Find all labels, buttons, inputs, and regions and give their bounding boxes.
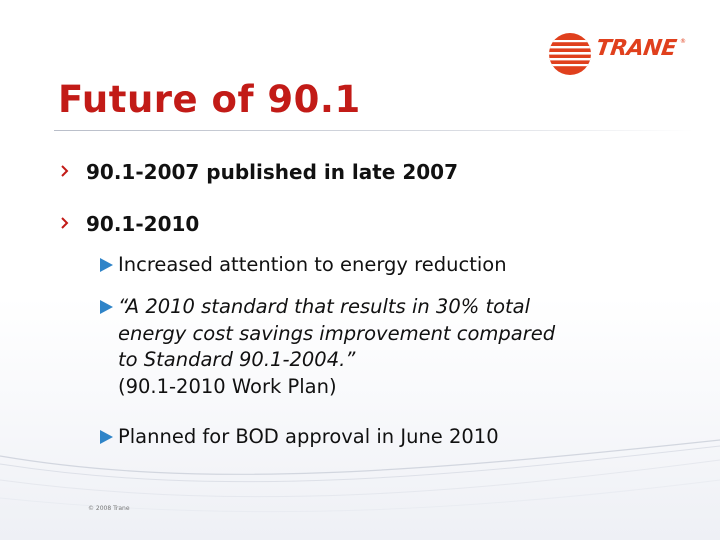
trane-logo-text: TRANE [594,36,678,61]
sub-bullet-text: Planned for BOD approval in June 2010 [118,425,499,448]
quote-line-1: “A 2010 standard that results in 30% tot… [118,295,531,318]
background-swoosh [0,439,720,513]
slide-title: Future of 90.1 [58,78,361,121]
triangle-bullet-icon [100,300,113,314]
bullet-icon [61,165,69,177]
sub-bullet-text: Increased attention to energy reduction [118,253,507,276]
title-divider [54,130,694,131]
triangle-bullet-icon [100,258,113,272]
bullet-text: 90.1-2007 published in late 2007 [86,160,459,184]
quote-line-3: to Standard 90.1-2004.” [118,348,356,371]
bullet-text: 90.1-2010 [86,212,200,236]
quote-line-2: energy cost savings improvement compared [118,322,556,345]
trane-logo-mark [549,33,591,75]
trademark-symbol: ® [680,38,686,45]
quote-source: (90.1-2010 Work Plan) [118,375,337,398]
bullet-icon [61,217,69,229]
triangle-bullet-icon [100,430,113,444]
copyright-footer: © 2008 Trane [88,505,130,512]
